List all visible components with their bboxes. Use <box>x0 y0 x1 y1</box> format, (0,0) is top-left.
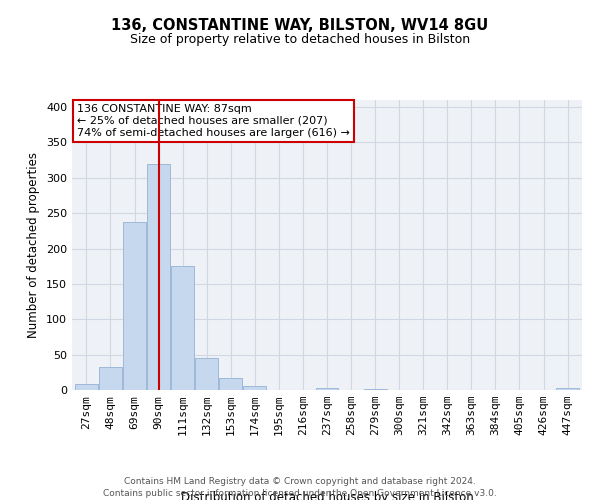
Bar <box>316 388 338 390</box>
X-axis label: Distribution of detached houses by size in Bilston: Distribution of detached houses by size … <box>181 491 473 500</box>
Text: 136 CONSTANTINE WAY: 87sqm
← 25% of detached houses are smaller (207)
74% of sem: 136 CONSTANTINE WAY: 87sqm ← 25% of deta… <box>77 104 350 138</box>
Y-axis label: Number of detached properties: Number of detached properties <box>28 152 40 338</box>
Bar <box>195 358 218 390</box>
Bar <box>364 388 386 390</box>
Text: Contains public sector information licensed under the Open Government Licence v3: Contains public sector information licen… <box>103 489 497 498</box>
Bar <box>244 386 266 390</box>
Bar <box>123 222 146 390</box>
Bar <box>99 368 122 390</box>
Bar <box>75 384 98 390</box>
Bar <box>220 378 242 390</box>
Text: Size of property relative to detached houses in Bilston: Size of property relative to detached ho… <box>130 32 470 46</box>
Bar <box>171 266 194 390</box>
Bar <box>556 388 579 390</box>
Text: Contains HM Land Registry data © Crown copyright and database right 2024.: Contains HM Land Registry data © Crown c… <box>124 478 476 486</box>
Bar <box>147 164 170 390</box>
Text: 136, CONSTANTINE WAY, BILSTON, WV14 8GU: 136, CONSTANTINE WAY, BILSTON, WV14 8GU <box>112 18 488 32</box>
